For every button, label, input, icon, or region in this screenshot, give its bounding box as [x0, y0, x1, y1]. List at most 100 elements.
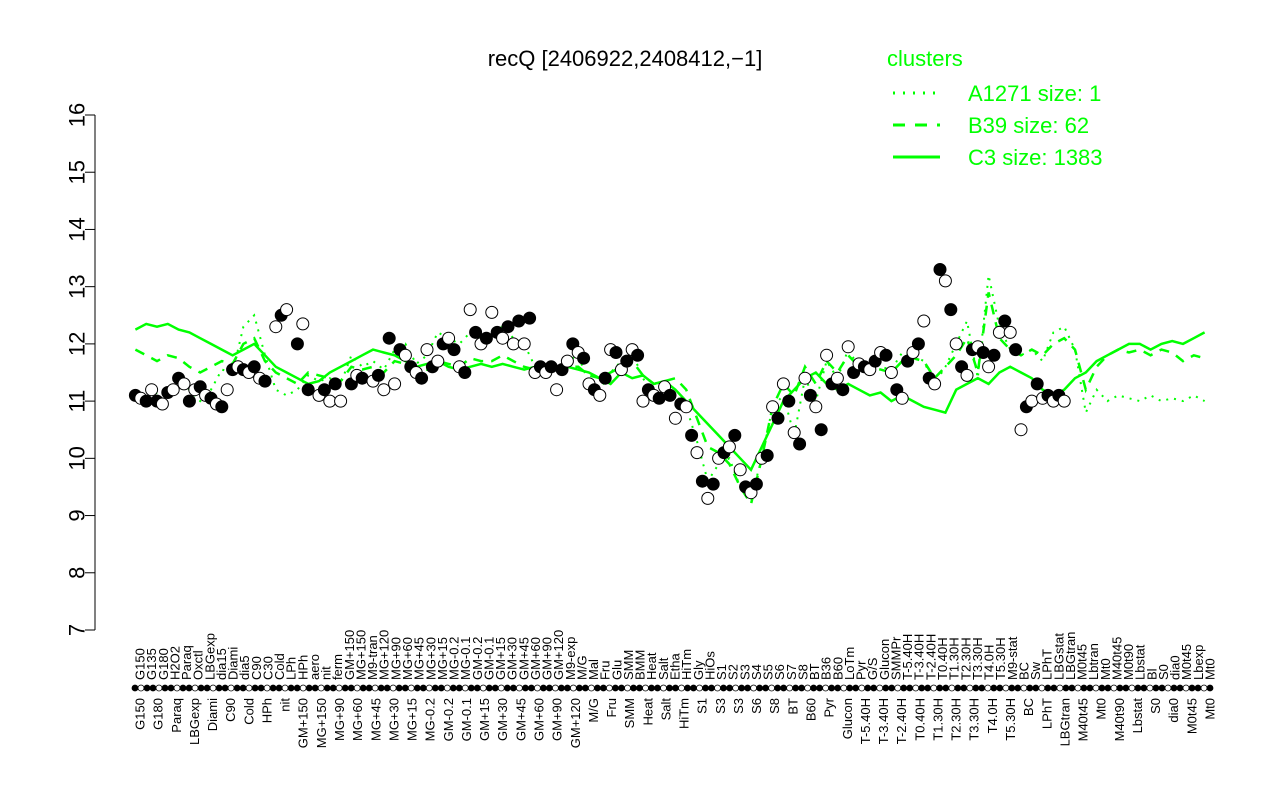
x-tick-marker: [984, 684, 992, 692]
x-tick-marker: [371, 684, 379, 692]
x-tick-marker: [209, 684, 217, 692]
x-tick-label: Glucon: [840, 698, 855, 739]
x-tick-label: S5: [761, 664, 776, 680]
x-tick-label: Cold: [272, 653, 287, 680]
chart-title: recQ [2406922,2408412,−1]: [488, 46, 763, 71]
x-tick-label: MG+45: [368, 698, 383, 741]
x-tick-label: LBGstat: [1051, 633, 1066, 680]
data-point: [420, 343, 434, 357]
x-tick-label: GM+30: [495, 698, 510, 741]
x-tick-label: T-3.40H: [876, 698, 891, 744]
x-tick-label: M9-stat: [1005, 636, 1020, 680]
x-tick-marker: [786, 684, 793, 692]
data-point: [598, 371, 612, 385]
x-tick-label: Diami: [226, 647, 241, 680]
x-tick-marker: [978, 684, 986, 692]
x-tick-marker: [1056, 684, 1064, 692]
x-tick-label: G/S: [865, 657, 880, 680]
x-tick-marker: [359, 684, 367, 692]
x-tick-label: Lbtran: [1086, 643, 1101, 680]
x-tick-marker: [1164, 684, 1172, 692]
x-tick-marker: [618, 684, 625, 692]
x-tick-label: M9-exp: [563, 637, 578, 680]
x-tick-label: T-5.40H: [900, 634, 915, 680]
x-tick-marker: [1200, 684, 1208, 692]
data-point: [820, 348, 834, 362]
data-point: [512, 314, 526, 328]
y-tick-label: 14: [65, 217, 90, 241]
x-tick-label: T0.40H: [935, 637, 950, 680]
x-tick-marker: [792, 684, 799, 692]
x-tick-marker: [1176, 684, 1184, 692]
data-point: [290, 337, 304, 351]
data-point: [506, 337, 520, 351]
data-point: [987, 348, 1001, 362]
x-tick-label: S6: [772, 664, 787, 680]
data-point: [463, 303, 477, 317]
x-tick-label: S7: [784, 664, 799, 680]
x-tick-label: GM-0.2: [441, 698, 456, 741]
x-tick-label: GM+150: [342, 630, 357, 680]
data-point: [911, 337, 925, 351]
data-point: [690, 446, 704, 460]
x-tick-label: SMMPr: [889, 636, 904, 680]
x-tick-label: S4: [749, 664, 764, 680]
x-tick-marker: [353, 684, 361, 692]
data-point: [652, 391, 666, 405]
x-tick-marker: [431, 684, 439, 692]
x-tick-marker: [1152, 684, 1160, 692]
data-point: [496, 331, 510, 345]
x-tick-marker: [1146, 684, 1154, 692]
x-tick-marker: [750, 684, 757, 692]
data-point: [550, 383, 564, 397]
x-tick-label: MG+15: [405, 698, 420, 741]
data-point: [841, 340, 855, 354]
x-tick-label: MG+150: [314, 698, 329, 748]
x-tick-marker: [389, 684, 397, 692]
x-tick-label: Glucon: [877, 639, 892, 680]
x-tick-marker: [1014, 684, 1022, 692]
x-tick-marker: [834, 684, 842, 692]
x-tick-marker: [1158, 684, 1166, 692]
x-tick-marker: [756, 684, 763, 692]
x-tick-marker: [912, 684, 920, 692]
data-point: [577, 351, 591, 365]
x-tick-marker: [257, 684, 265, 692]
x-tick-marker: [1086, 684, 1094, 692]
x-tick-marker: [149, 684, 157, 692]
x-tick-marker: [245, 684, 253, 692]
data-point: [944, 303, 958, 317]
data-point: [663, 388, 677, 402]
x-tick-label: G150: [133, 648, 148, 680]
x-tick-label: M/G: [575, 655, 590, 680]
x-tick-label: B60: [804, 698, 819, 721]
x-tick-marker: [173, 684, 181, 692]
x-tick-marker: [419, 684, 427, 692]
x-tick-marker: [876, 684, 884, 692]
x-tick-marker: [930, 684, 938, 692]
data-point: [155, 397, 169, 411]
x-tick-marker: [467, 684, 475, 692]
data-point: [798, 371, 812, 385]
x-tick-marker: [648, 684, 655, 692]
x-tick-label: Mt0: [1094, 698, 1109, 720]
x-tick-label: S0: [1156, 664, 1171, 680]
x-tick-marker: [552, 684, 559, 692]
x-tick-marker: [443, 684, 451, 692]
x-tick-label: Pyr: [854, 660, 869, 680]
x-tick-marker: [503, 684, 511, 692]
x-tick-label: GM+90: [550, 698, 565, 741]
x-tick-label: Salt: [656, 657, 671, 680]
x-tick-label: LPhT: [1039, 698, 1054, 729]
x-tick-label: T3.30H: [967, 698, 982, 741]
x-tick-label: G135: [144, 648, 159, 680]
x-tick-marker: [720, 684, 727, 692]
x-tick-marker: [473, 684, 481, 692]
x-tick-marker: [281, 684, 289, 692]
x-tick-marker: [972, 684, 980, 692]
x-tick-marker: [377, 684, 385, 692]
x-tick-label: Heat: [640, 698, 655, 726]
x-tick-marker: [636, 684, 643, 692]
y-tick-label: 16: [65, 103, 90, 127]
